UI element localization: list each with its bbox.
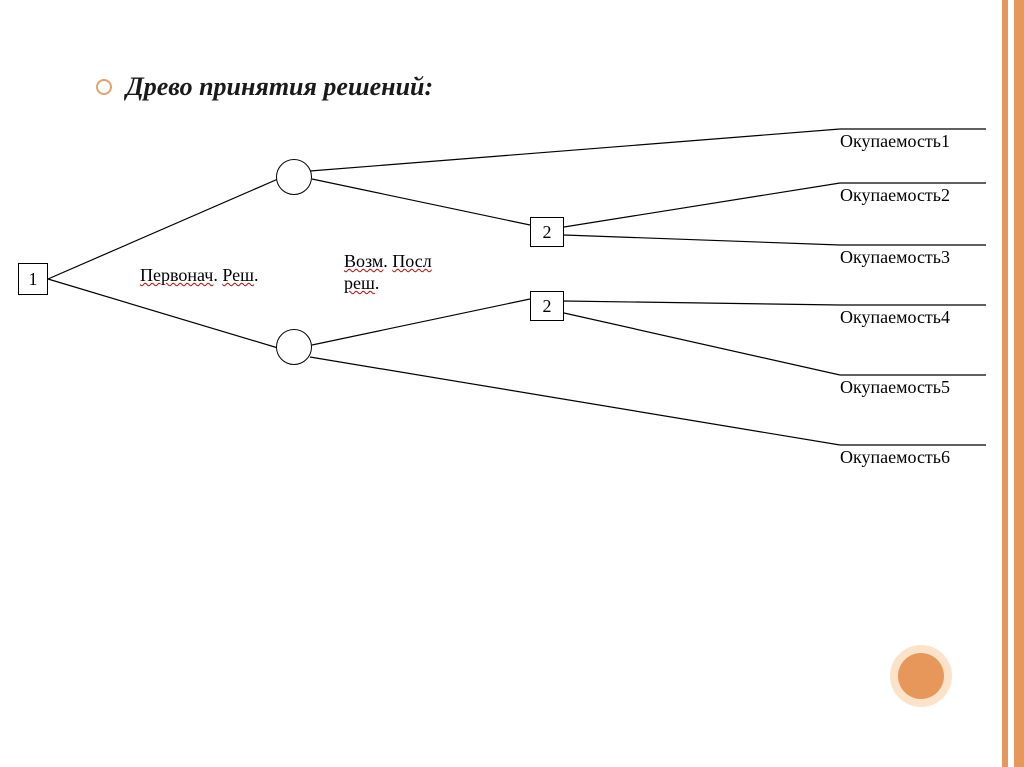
- outcome-6: Окупаемость6: [840, 447, 950, 468]
- outcome-1: Окупаемость1: [840, 131, 950, 152]
- node-decision-2-top: 2: [530, 217, 564, 247]
- outcome-5: Окупаемость5: [840, 377, 950, 398]
- outcome-2: Окупаемость2: [840, 185, 950, 206]
- label-posl: Посл: [392, 251, 431, 271]
- label-vozm: Возм: [344, 251, 383, 271]
- label-subsequent-line2: реш.: [344, 273, 379, 294]
- title-row: Древо принятия решений:: [96, 72, 433, 102]
- node-root: 1: [18, 263, 48, 295]
- label-pervonach: Первонач: [140, 265, 213, 285]
- label-resh: Реш: [222, 265, 254, 285]
- slide-title: Древо принятия решений:: [126, 72, 433, 102]
- dot3: .: [383, 251, 388, 271]
- dot2: .: [254, 265, 259, 285]
- corner-circle-inner: [898, 653, 944, 699]
- decision-tree-diagram: 1 2 2 Первонач. Реш. Возм. Посл реш. Оку…: [14, 115, 1000, 505]
- node-chance-top: [276, 159, 312, 195]
- dot4: .: [375, 273, 380, 293]
- dot: .: [213, 265, 218, 285]
- stripe-thick: [1014, 0, 1024, 767]
- slide: Древо принятия решений: 1 2 2 Первонач. …: [0, 0, 1024, 767]
- outcome-3: Окупаемость3: [840, 247, 950, 268]
- node-2-top-label: 2: [543, 222, 552, 243]
- label-resh2: реш: [344, 273, 375, 293]
- node-decision-2-bottom: 2: [530, 291, 564, 321]
- right-border-stripes: [1002, 0, 1024, 767]
- node-chance-bottom: [276, 329, 312, 365]
- node-2-bottom-label: 2: [543, 296, 552, 317]
- label-subsequent-line1: Возм. Посл: [344, 251, 432, 272]
- outcome-4: Окупаемость4: [840, 307, 950, 328]
- node-root-label: 1: [29, 269, 38, 290]
- label-initial-decision: Первонач. Реш.: [140, 265, 258, 286]
- bullet-icon: [96, 79, 112, 95]
